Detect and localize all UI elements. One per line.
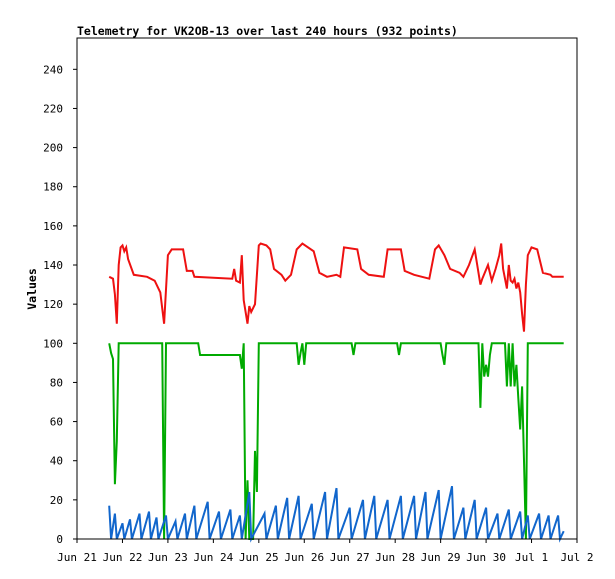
x-tick-label: Jun 26 bbox=[284, 551, 324, 564]
y-tick-label: 140 bbox=[43, 259, 63, 272]
x-tick-label: Jul 2 bbox=[560, 551, 593, 564]
x-tick-label: Jun 22 bbox=[103, 551, 143, 564]
y-tick-label: 60 bbox=[50, 416, 63, 429]
y-tick-label: 200 bbox=[43, 142, 63, 155]
y-tick-label: 180 bbox=[43, 181, 63, 194]
series-line-3 bbox=[108, 485, 565, 543]
y-tick-label: 160 bbox=[43, 220, 63, 233]
x-tick-label: Jun 28 bbox=[375, 551, 415, 564]
series-line-2 bbox=[108, 342, 564, 540]
plot-area-frame bbox=[76, 37, 578, 540]
x-tick-label: Jun 29 bbox=[421, 551, 461, 564]
x-tick-label: Jun 27 bbox=[330, 551, 370, 564]
x-tick-label: Jun 30 bbox=[466, 551, 506, 564]
y-tick-label: 220 bbox=[43, 102, 63, 115]
x-tick-label: Jul 1 bbox=[515, 551, 548, 564]
x-axis: Jun 21 Jun 22 Jun 23 Jun 24 Jun 25 Jun 26 Jun … bbox=[57, 539, 594, 564]
x-tick-label: Jun 21 bbox=[57, 551, 97, 564]
y-tick-label: 40 bbox=[50, 455, 63, 468]
y-tick-label: 80 bbox=[50, 376, 63, 389]
y-tick-label: 240 bbox=[43, 63, 63, 76]
chart-title: Telemetry for VK2OB-13 over last 240 hou… bbox=[77, 24, 458, 38]
x-tick-label: Jun 24 bbox=[193, 551, 233, 564]
y-axis: 0 20 40 60 80 100 120 140 160 180 200 220 240 bbox=[43, 63, 77, 546]
series-layer bbox=[108, 242, 565, 543]
y-tick-label: 0 bbox=[56, 533, 63, 546]
x-tick-label: Jun 25 bbox=[239, 551, 279, 564]
y-tick-label: 100 bbox=[43, 337, 63, 350]
series-line-1 bbox=[108, 242, 564, 332]
y-axis-label: Values bbox=[25, 268, 39, 310]
x-tick-label: Jun 23 bbox=[148, 551, 188, 564]
y-tick-label: 120 bbox=[43, 298, 63, 311]
y-tick-label: 20 bbox=[50, 494, 63, 507]
